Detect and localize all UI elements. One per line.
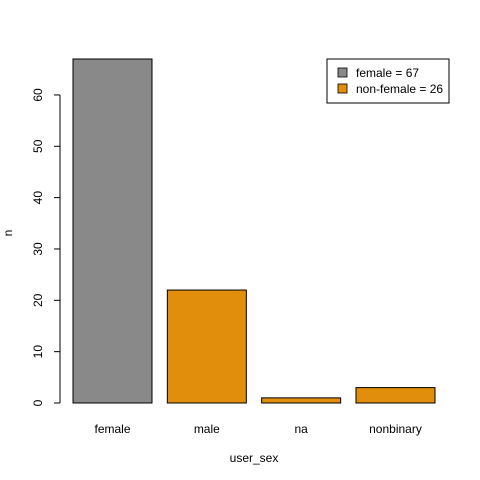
bar-nonbinary bbox=[355, 387, 436, 404]
y-axis-title: n bbox=[1, 230, 15, 237]
bars-group bbox=[72, 58, 436, 404]
legend-label-0: female = 67 bbox=[356, 66, 419, 80]
legend-swatch-1 bbox=[337, 83, 348, 94]
y-axis: 0 10 20 30 40 50 60 bbox=[31, 88, 61, 406]
y-tick-label-0: 0 bbox=[31, 399, 45, 406]
x-axis-title: user_sex bbox=[230, 451, 279, 465]
x-tick-label-na: na bbox=[294, 422, 308, 436]
legend: female = 67 non-female = 26 bbox=[326, 58, 450, 104]
y-tick-label-40: 40 bbox=[31, 191, 45, 205]
bar-na bbox=[261, 397, 342, 404]
y-tick-label-30: 30 bbox=[31, 242, 45, 256]
x-tick-label-nonbinary: nonbinary bbox=[369, 422, 422, 436]
bar-female bbox=[72, 58, 153, 404]
legend-box bbox=[326, 58, 450, 104]
y-tick-label-60: 60 bbox=[31, 88, 45, 102]
bar-male bbox=[166, 289, 247, 404]
legend-swatch-0 bbox=[337, 67, 348, 78]
y-tick-label-20: 20 bbox=[31, 293, 45, 307]
legend-label-1: non-female = 26 bbox=[356, 82, 443, 96]
y-tick-label-50: 50 bbox=[31, 139, 45, 153]
x-axis-labels: female male na nonbinary bbox=[94, 422, 421, 436]
x-tick-label-male: male bbox=[194, 422, 220, 436]
y-tick-label-10: 10 bbox=[31, 345, 45, 359]
x-tick-label-female: female bbox=[94, 422, 130, 436]
